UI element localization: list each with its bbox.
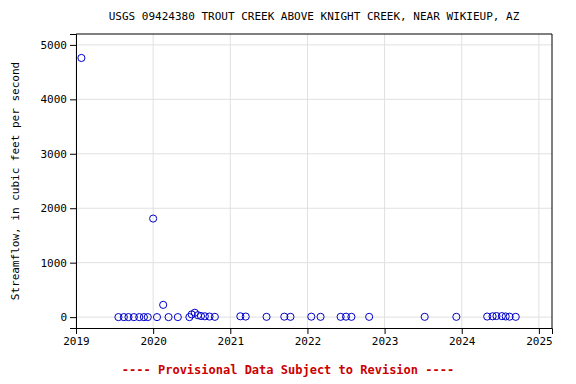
x-tick-mark	[539, 328, 540, 334]
y-tick-label: 1000	[41, 257, 68, 270]
point	[174, 314, 181, 321]
x-tick: 2022	[295, 328, 322, 348]
x-tick: 2024	[449, 328, 476, 348]
annotation: ---- Provisional Data Subject to Revisio…	[122, 363, 454, 377]
point	[421, 313, 428, 320]
x-tick-mark	[385, 328, 386, 334]
title: USGS 09424380 TROUT CREEK ABOVE KNIGHT C…	[109, 10, 520, 23]
x-tick: 2019	[63, 328, 90, 348]
x-tick-label: 2024	[449, 335, 476, 348]
y-axis-title: Streamflow, in cubic feet per second	[9, 62, 22, 300]
grid-line-x	[153, 34, 154, 328]
point	[153, 314, 160, 321]
chart: 2019 2020 2021 2022 2023 2024 2025 0 1000 2000 300…	[0, 0, 576, 384]
y-tick-label: 3000	[41, 148, 68, 161]
point	[160, 301, 167, 308]
y-tick: 2000	[41, 202, 77, 215]
y-axis-line	[70, 35, 77, 329]
grid	[76, 34, 552, 328]
point	[512, 313, 519, 320]
y-tick-mark	[70, 208, 76, 209]
point	[144, 314, 151, 321]
point	[242, 313, 249, 320]
points	[78, 54, 519, 320]
y-tick-mark	[70, 263, 76, 264]
grid-line-x	[538, 34, 539, 328]
x-axis: 2019 2020 2021 2022 2023 2024 2025	[63, 328, 552, 348]
y-tick-label: 4000	[41, 93, 68, 106]
grid-line-y	[76, 262, 552, 263]
grid-line-y	[76, 44, 552, 45]
point	[165, 314, 172, 321]
x-tick-label: 2019	[63, 335, 90, 348]
x-tick-label: 2022	[295, 335, 322, 348]
grid-line-x	[230, 34, 231, 328]
grid-line-y	[76, 208, 552, 209]
y-tick-mark	[70, 154, 76, 155]
y-tick-label: 2000	[41, 202, 68, 215]
y-axis: 0 1000 2000 3000 4000 5000	[41, 35, 77, 329]
x-tick-label: 2025	[526, 335, 553, 348]
y-tick: 4000	[41, 93, 77, 106]
x-axis-line	[77, 329, 553, 335]
y-tick: 1000	[41, 257, 77, 270]
x-tick: 2025	[526, 328, 553, 348]
y-tick-mark	[70, 317, 76, 318]
frame	[76, 34, 552, 328]
point	[150, 215, 157, 222]
x-tick-label: 2023	[372, 335, 399, 348]
x-tick: 2023	[372, 328, 399, 348]
point	[317, 313, 324, 320]
point	[263, 313, 270, 320]
x-tick-label: 2021	[218, 335, 245, 348]
point	[308, 313, 315, 320]
y-tick: 5000	[41, 39, 77, 52]
point	[366, 313, 373, 320]
point	[287, 313, 294, 320]
x-tick: 2021	[218, 328, 245, 348]
x-tick-mark	[307, 328, 308, 334]
point	[453, 313, 460, 320]
point	[78, 54, 85, 61]
x-tick-mark	[462, 328, 463, 334]
grid-line-x	[384, 34, 385, 328]
y-tick: 0	[60, 311, 76, 324]
y-tick: 3000	[41, 148, 77, 161]
frame-right	[552, 34, 553, 328]
point	[211, 313, 218, 320]
x-tick-label: 2020	[140, 335, 167, 348]
grid-line-x	[461, 34, 462, 328]
point	[348, 313, 355, 320]
x-tick-mark	[153, 328, 154, 334]
y-tick-mark	[70, 99, 76, 100]
grid-line-x	[307, 34, 308, 328]
frame-top	[76, 34, 552, 35]
grid-line-y	[76, 99, 552, 100]
x-tick: 2020	[140, 328, 167, 348]
y-tick-mark	[70, 45, 76, 46]
x-tick-mark	[230, 328, 231, 334]
y-tick-label: 0	[60, 311, 67, 324]
grid-line-y	[76, 153, 552, 154]
y-tick-label: 5000	[41, 39, 68, 52]
